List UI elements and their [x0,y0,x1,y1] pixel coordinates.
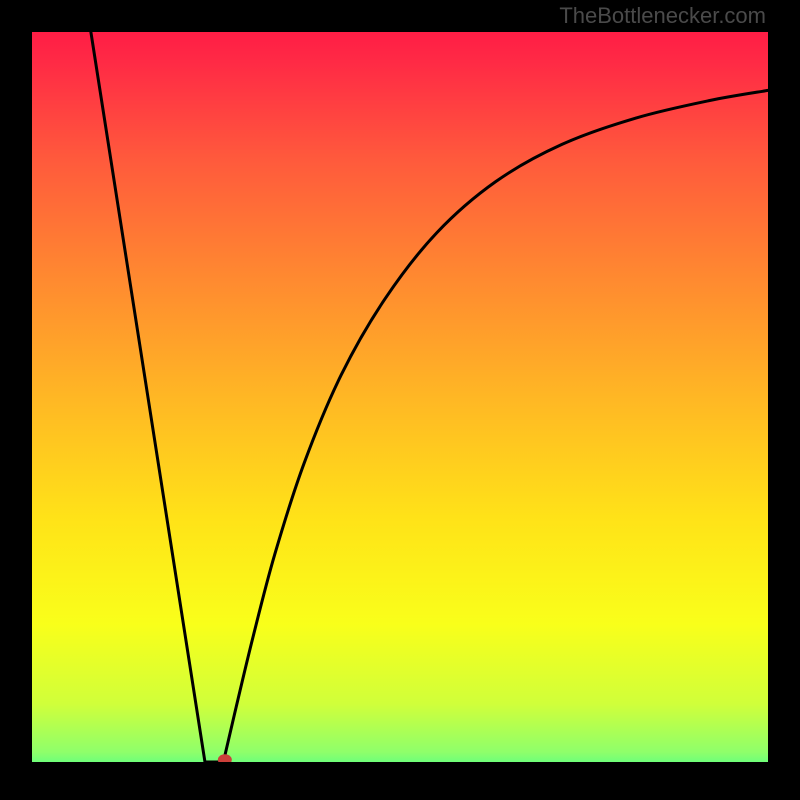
watermark-text: TheBottlenecker.com [559,3,766,29]
chart-container: TheBottlenecker.com [0,0,800,800]
chart-frame [0,0,800,800]
